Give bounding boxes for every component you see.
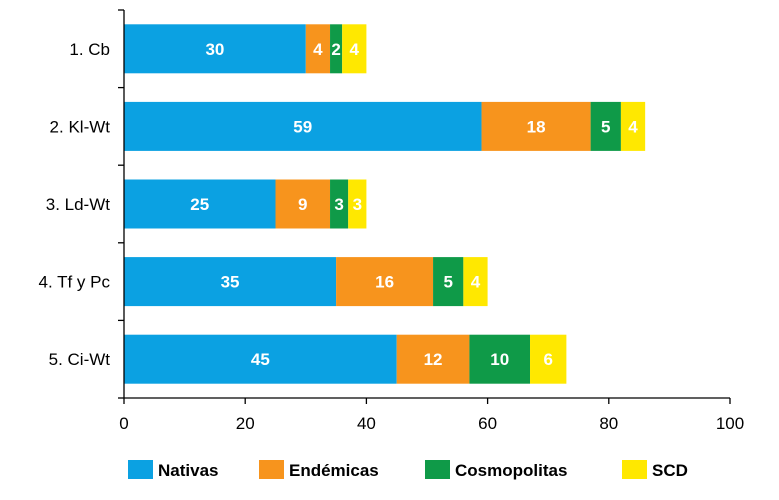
legend-label-endémicas: Endémicas — [289, 461, 379, 480]
data-label-endémicas-4: 16 — [375, 273, 394, 292]
x-tick-label-100: 100 — [716, 414, 744, 433]
category-label-4: 4. Tf y Pc — [39, 273, 111, 292]
x-tick-label-80: 80 — [599, 414, 618, 433]
data-label-cosmopolitas-2: 5 — [601, 117, 610, 136]
legend-label-cosmopolitas: Cosmopolitas — [455, 461, 567, 480]
legend: Nativas Endémicas Cosmopolitas SCD — [128, 460, 688, 480]
data-label-nativas-4: 35 — [221, 273, 240, 292]
data-label-scd-4: 4 — [471, 273, 481, 292]
category-label-5: 5. Ci-Wt — [49, 350, 111, 369]
x-tick-label-40: 40 — [357, 414, 376, 433]
legend-swatch-nativas — [128, 460, 153, 479]
x-tick-label-0: 0 — [119, 414, 128, 433]
data-label-scd-1: 4 — [350, 40, 360, 59]
bar-nativas-4 — [124, 257, 337, 307]
bar-scd-4 — [463, 257, 488, 307]
data-labels-group: 30 4 2 459 18 5 425 9 3 335 16 5 445 12 10 6 — [190, 40, 638, 369]
legend-swatch-endémicas — [259, 460, 284, 479]
bar-cosmopolitas-4 — [433, 257, 464, 307]
x-tick-label-20: 20 — [236, 414, 255, 433]
data-label-nativas-1: 30 — [205, 40, 224, 59]
data-label-cosmopolitas-5: 10 — [490, 350, 509, 369]
data-label-cosmopolitas-1: 2 — [331, 40, 340, 59]
bar-scd-2 — [620, 101, 646, 151]
data-label-cosmopolitas-3: 3 — [334, 195, 343, 214]
data-label-endémicas-3: 9 — [298, 195, 307, 214]
bar-cosmopolitas-1 — [330, 24, 343, 74]
data-label-nativas-5: 45 — [251, 350, 270, 369]
bar-nativas-3 — [124, 179, 276, 229]
data-label-endémicas-1: 4 — [313, 40, 323, 59]
bar-cosmopolitas-2 — [590, 101, 621, 151]
bar-endémicas-5 — [396, 334, 470, 384]
legend-label-nativas: Nativas — [158, 461, 218, 480]
data-label-cosmopolitas-4: 5 — [443, 273, 452, 292]
bar-cosmopolitas-5 — [469, 334, 531, 384]
bar-nativas-5 — [124, 334, 397, 384]
bar-nativas-2 — [124, 101, 482, 151]
bars-group — [124, 24, 646, 384]
legend-swatch-scd — [622, 460, 647, 479]
legend-swatch-cosmopolitas — [425, 460, 450, 479]
bar-endémicas-2 — [481, 101, 591, 151]
category-label-3: 3. Ld-Wt — [46, 195, 111, 214]
bar-scd-3 — [348, 179, 367, 229]
x-tick-label-60: 60 — [478, 414, 497, 433]
category-label-1: 1. Cb — [69, 40, 110, 59]
data-label-scd-3: 3 — [353, 195, 362, 214]
data-label-endémicas-5: 12 — [424, 350, 443, 369]
bar-endémicas-1 — [305, 24, 331, 74]
bar-scd-5 — [530, 334, 567, 384]
legend-label-scd: SCD — [652, 461, 688, 480]
bar-nativas-1 — [124, 24, 306, 74]
bar-cosmopolitas-3 — [330, 179, 349, 229]
bar-endémicas-4 — [336, 257, 434, 307]
data-label-scd-2: 4 — [628, 117, 638, 136]
bar-scd-1 — [342, 24, 367, 74]
data-label-endémicas-2: 18 — [527, 117, 546, 136]
axes-group: 1. Cb 2. Kl-Wt 3. Ld-Wt 4. Tf y Pc 5. Ci-Wt 0… — [39, 9, 744, 433]
bar-endémicas-3 — [275, 179, 331, 229]
data-label-nativas-2: 59 — [293, 117, 312, 136]
category-label-2: 2. Kl-Wt — [50, 117, 111, 136]
data-label-nativas-3: 25 — [190, 195, 209, 214]
data-label-scd-5: 6 — [543, 350, 552, 369]
